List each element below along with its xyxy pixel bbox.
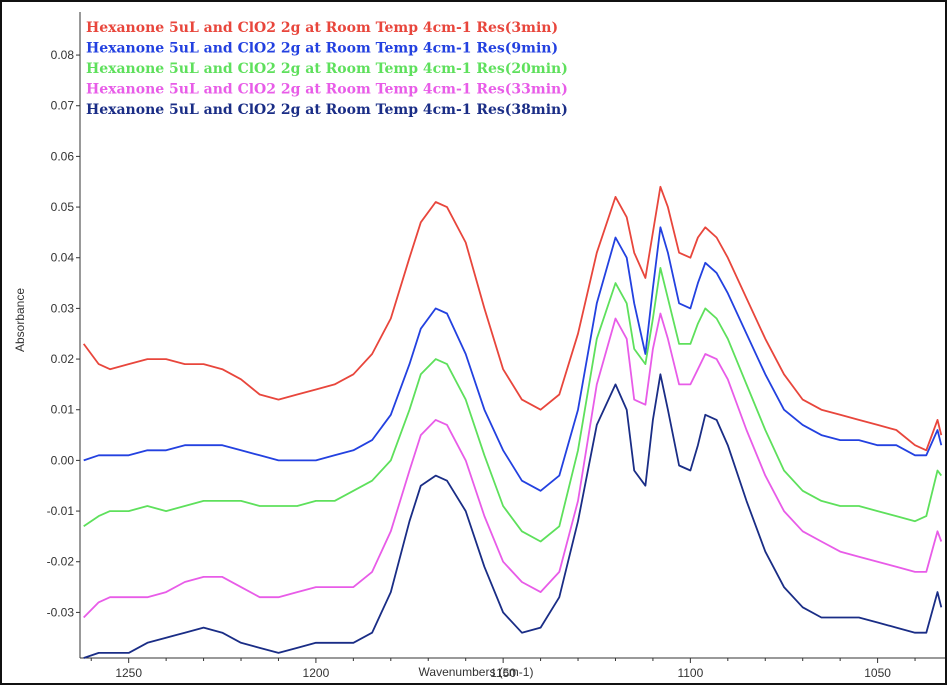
y-tick-label: 0.02 [51,352,75,366]
legend-entry-5: Hexanone 5uL and ClO2 2g at Room Temp 4c… [86,102,568,118]
legend-entry-2: Hexanone 5uL and ClO2 2g at Room Temp 4c… [86,41,558,57]
y-tick-label: 0.00 [51,453,75,467]
y-tick-label: 0.04 [51,251,75,265]
legend-entry-3: Hexanone 5uL and ClO2 2g at Room Temp 4c… [86,61,568,77]
y-tick-label: 0.08 [51,48,75,62]
series-line-3 [83,267,943,543]
series-line-5 [83,373,943,659]
series-line-4 [83,312,943,619]
y-axis-title: Absorbance [13,288,27,352]
x-tick-label: 1100 [677,666,703,680]
y-tick-label: -0.03 [47,605,75,619]
y-tick-label: 0.05 [51,200,75,214]
legend-entry-4: Hexanone 5uL and ClO2 2g at Room Temp 4c… [86,82,568,98]
series-line-2 [83,226,943,492]
x-tick-label: 1150 [490,666,516,680]
x-tick-label: 1250 [115,666,142,680]
y-tick-label: -0.02 [47,555,75,569]
legend-entry-1: Hexanone 5uL and ClO2 2g at Room Temp 4c… [86,20,558,36]
x-axis-title: Wavenumbers (cm-1) [419,665,534,679]
y-tick-label: 0.06 [51,149,75,163]
y-tick-label: 0.03 [51,301,75,315]
y-tick-label: 0.01 [51,403,75,417]
y-tick-label: 0.07 [51,99,75,113]
x-tick-label: 1200 [303,666,330,680]
series-line-1 [82,185,943,452]
x-tick-label: 1050 [864,666,891,680]
y-tick-label: -0.01 [47,504,75,518]
